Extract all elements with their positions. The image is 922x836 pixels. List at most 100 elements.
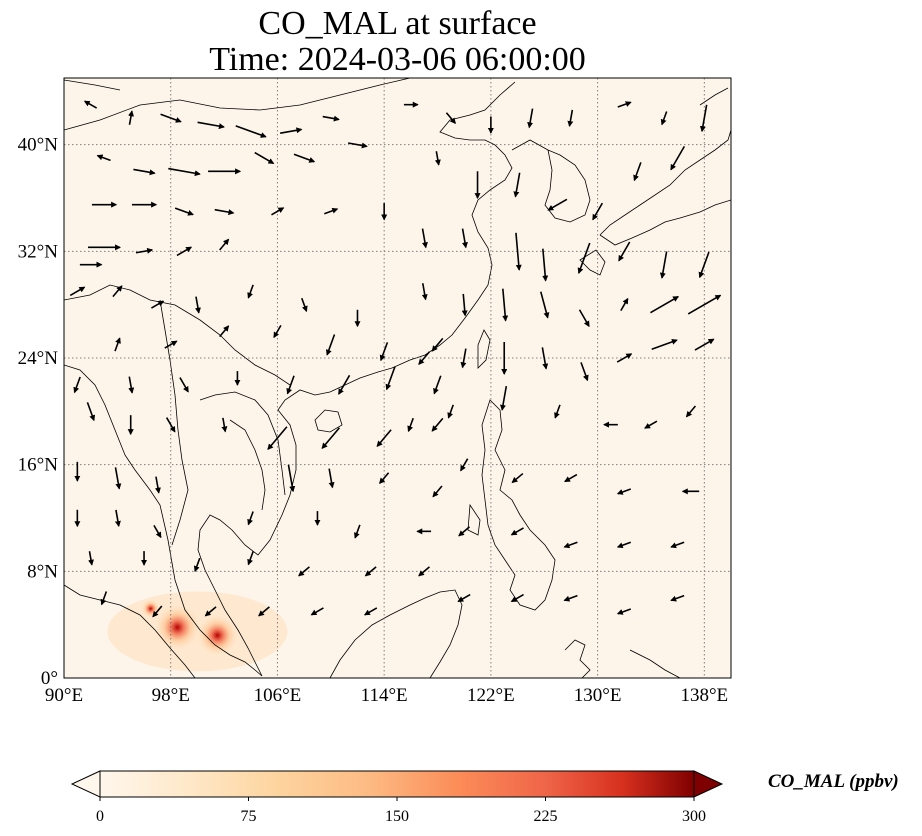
colorbar-min-extend	[70, 770, 101, 798]
wind-arrow	[195, 296, 201, 314]
wind-arrow	[73, 376, 81, 394]
wind-arrow	[273, 324, 282, 339]
wind-arrow	[153, 524, 162, 539]
lon-tick-label: 130°E	[574, 685, 622, 706]
wind-arrow	[511, 472, 524, 484]
wind-arrow	[660, 111, 668, 126]
wind-arrow	[267, 426, 288, 451]
wind-arrow	[376, 429, 392, 448]
wind-arrow	[235, 125, 267, 138]
lat-tick-label: 16°N	[18, 455, 59, 476]
wind-arrow	[578, 309, 590, 328]
wind-arrow	[500, 385, 508, 411]
wind-arrow	[592, 202, 604, 221]
wind-arrow	[247, 284, 254, 299]
gridlines	[64, 78, 731, 678]
wind-arrow	[114, 467, 122, 490]
colorbar-tick-label: 75	[241, 808, 257, 825]
colorbar-tick-label: 300	[682, 808, 706, 825]
wind-arrow	[168, 167, 201, 177]
wind-arrow	[554, 404, 561, 419]
lat-tick-label: 0°	[41, 668, 58, 689]
wind-arrow	[458, 526, 470, 537]
wind-arrow	[616, 353, 633, 363]
map-background	[64, 78, 731, 678]
wind-arrow	[577, 242, 591, 274]
wind-arrow	[616, 541, 632, 549]
wind-arrow	[510, 527, 524, 536]
wind-arrow	[363, 607, 378, 616]
wind-arrow	[364, 566, 377, 577]
co-concentration-layer	[107, 591, 288, 672]
wind-arrow	[563, 541, 578, 549]
map-time-subtitle: Time: 2024-03-06 06:00:00	[209, 41, 586, 78]
wind-arrow	[128, 110, 134, 125]
wind-arrow	[580, 362, 589, 382]
lon-tick-label: 106°E	[254, 685, 302, 706]
lat-axis-ticks: 0° 8°N 16°N 24°N 32°N 40°N	[18, 135, 59, 689]
wind-arrow	[461, 293, 468, 317]
wind-arrow	[135, 247, 154, 254]
wind-arrow	[174, 207, 194, 216]
wind-arrow	[502, 288, 509, 322]
colorbar-tick-label: 0	[96, 808, 104, 825]
wind-arrow	[114, 509, 121, 528]
wind-arrow	[616, 488, 632, 495]
wind-arrow	[164, 340, 178, 349]
wind-arrow	[379, 342, 389, 362]
wind-arrow	[457, 593, 471, 603]
wind-arrow	[563, 594, 578, 602]
wind-arrow	[699, 104, 708, 133]
wind-arrow	[547, 198, 568, 211]
lon-axis-ticks: 90°E 98°E 106°E 114°E 122°E 130°E 138°E	[45, 685, 728, 706]
wind-arrow	[432, 485, 443, 498]
wind-arrow	[515, 232, 522, 271]
wind-arrow	[88, 551, 94, 566]
wind-arrow	[154, 476, 161, 494]
lon-tick-label: 98°E	[152, 685, 190, 706]
map-frame	[63, 77, 732, 679]
wind-arrow	[460, 348, 467, 369]
wind-arrow	[650, 295, 680, 314]
co-hotspot	[153, 603, 202, 652]
wind-arrow	[633, 162, 642, 182]
wind-arrow	[133, 168, 156, 176]
wind-arrow	[100, 591, 108, 606]
wind-arrow	[433, 375, 442, 395]
wind-arrow	[434, 151, 441, 166]
wind-arrow	[179, 377, 189, 393]
lat-tick-label: 8°N	[27, 561, 58, 582]
wind-arrow	[513, 172, 521, 198]
wind-arrow	[151, 300, 165, 309]
wind-arrow	[247, 511, 254, 526]
wind-arrow	[197, 121, 225, 130]
wind-arrow	[83, 100, 98, 109]
wind-arrow	[247, 551, 254, 566]
wind-arrow	[670, 594, 685, 602]
wind-arrow	[160, 113, 182, 123]
wind-arrow	[379, 472, 390, 485]
wind-arrow	[324, 207, 339, 215]
wind-arrow	[651, 338, 678, 351]
wind-arrow	[338, 374, 351, 395]
wind-arrow	[86, 402, 96, 422]
map-title: CO_MAL at surface	[258, 5, 537, 42]
wind-arrow	[510, 593, 524, 603]
wind-arrow	[698, 251, 710, 279]
wind-arrow	[539, 291, 550, 319]
wind-arrow	[293, 153, 316, 163]
wind-arrow	[670, 145, 686, 171]
wind-arrow	[685, 405, 697, 418]
wind-arrow	[165, 417, 176, 433]
lon-tick-label: 138°E	[680, 685, 728, 706]
lon-tick-label: 114°E	[361, 685, 408, 706]
wind-arrow	[114, 337, 121, 352]
wind-arrow	[128, 376, 135, 394]
wind-arrow	[354, 524, 361, 539]
wind-arrow	[385, 366, 396, 391]
wind-arrow	[618, 241, 631, 262]
wind-vectors	[69, 100, 722, 618]
wind-arrow	[659, 251, 668, 279]
wind-arrow	[321, 427, 341, 450]
wind-arrow	[421, 228, 428, 249]
